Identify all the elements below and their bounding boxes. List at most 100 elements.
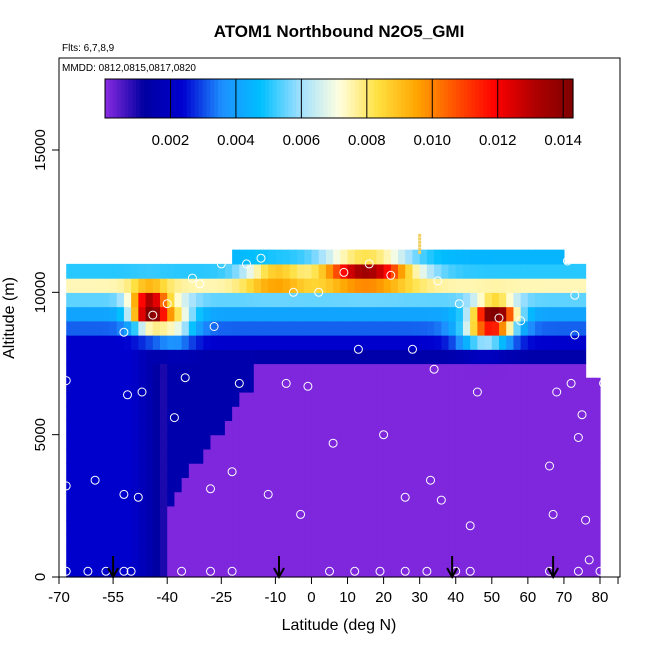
heatmap-cell bbox=[441, 534, 450, 550]
heatmap-cell bbox=[549, 491, 558, 507]
heatmap-cell bbox=[145, 377, 154, 393]
heatmap-cell bbox=[246, 463, 255, 478]
heatmap-cell bbox=[354, 434, 363, 450]
heatmap-cell bbox=[592, 391, 601, 407]
heatmap-cell bbox=[499, 520, 507, 535]
heatmap-cell bbox=[282, 278, 291, 293]
heatmap-cell bbox=[246, 448, 255, 464]
sample-point bbox=[256, 253, 266, 263]
heatmap-cell bbox=[275, 463, 284, 478]
heatmap-cell bbox=[260, 363, 269, 379]
heatmap-cell bbox=[592, 377, 601, 393]
heatmap-cell bbox=[426, 306, 435, 322]
sample-point bbox=[137, 387, 147, 397]
heatmap-cell bbox=[66, 548, 75, 564]
heatmap-cell bbox=[174, 335, 183, 350]
heatmap-cell bbox=[167, 391, 176, 407]
heatmap-cell bbox=[470, 349, 478, 365]
heatmap-cell bbox=[441, 391, 450, 407]
heatmap-cell bbox=[138, 320, 147, 336]
heatmap-cell bbox=[304, 335, 313, 350]
heatmap-cell bbox=[506, 477, 515, 493]
heatmap-cell bbox=[585, 391, 594, 407]
heatmap-cell bbox=[347, 434, 356, 450]
heatmap-cell bbox=[123, 420, 132, 436]
heatmap-cell bbox=[376, 249, 385, 265]
heatmap-cell bbox=[80, 377, 89, 393]
heatmap-cell bbox=[80, 463, 89, 478]
heatmap-cell bbox=[398, 420, 406, 436]
heatmap-cell bbox=[527, 434, 536, 450]
heatmap-cell bbox=[592, 434, 601, 450]
heatmap-cell bbox=[448, 278, 457, 293]
heatmap-cell bbox=[188, 391, 197, 407]
heatmap-cell bbox=[571, 406, 579, 422]
heatmap-cell bbox=[131, 520, 139, 535]
heatmap-cell bbox=[203, 263, 212, 279]
heatmap-cell bbox=[398, 505, 406, 521]
heatmap-cell bbox=[95, 477, 103, 493]
heatmap-cell bbox=[527, 306, 536, 322]
heatmap-cell bbox=[174, 491, 183, 507]
heatmap-cell bbox=[224, 491, 233, 507]
heatmap-cell bbox=[325, 363, 334, 379]
heatmap-cell bbox=[563, 448, 572, 464]
heatmap-cell bbox=[196, 263, 204, 279]
heatmap-cell bbox=[311, 292, 320, 308]
heatmap-cell bbox=[159, 278, 168, 293]
heatmap-cell bbox=[203, 520, 212, 535]
heatmap-cell bbox=[390, 434, 399, 450]
heatmap-cell bbox=[152, 320, 161, 336]
colorbar-swatch bbox=[350, 79, 356, 118]
heatmap-cell bbox=[95, 306, 103, 322]
heatmap-cell bbox=[188, 263, 197, 279]
heatmap-cell bbox=[535, 534, 543, 550]
heatmap-cell bbox=[491, 534, 500, 550]
colorbar-swatch bbox=[288, 79, 293, 118]
heatmap-cell bbox=[73, 292, 82, 308]
heatmap-cell bbox=[376, 520, 385, 535]
heatmap-cell bbox=[383, 306, 392, 322]
heatmap-cell bbox=[152, 377, 161, 393]
heatmap-cell bbox=[383, 491, 392, 507]
heatmap-cell bbox=[398, 377, 406, 393]
heatmap-cell bbox=[282, 292, 291, 308]
heatmap-cell bbox=[239, 534, 248, 550]
heatmap-cell bbox=[419, 292, 428, 308]
heatmap-cell bbox=[253, 491, 262, 507]
heatmap-cell bbox=[188, 292, 197, 308]
heatmap-cell bbox=[87, 349, 96, 365]
heatmap-cell bbox=[325, 278, 334, 293]
heatmap-cell bbox=[383, 278, 392, 293]
x-tick-label: 60 bbox=[520, 589, 537, 606]
heatmap-cell bbox=[109, 548, 118, 564]
heatmap-cell bbox=[340, 548, 349, 564]
heatmap-cell bbox=[361, 349, 370, 365]
heatmap-cell bbox=[535, 463, 543, 478]
heatmap-cell bbox=[325, 505, 334, 521]
heatmap-cell bbox=[232, 306, 240, 322]
heatmap-cell bbox=[188, 335, 197, 350]
heatmap-cell bbox=[563, 335, 572, 350]
heatmap-cell bbox=[325, 349, 334, 365]
heatmap-cell bbox=[506, 505, 515, 521]
heatmap-cell bbox=[311, 335, 320, 350]
heatmap-cell bbox=[318, 391, 327, 407]
heatmap-cell bbox=[282, 249, 291, 265]
heatmap-cell bbox=[66, 263, 75, 279]
heatmap-cell bbox=[102, 505, 111, 521]
heatmap-cell bbox=[556, 463, 565, 478]
heatmap-cell bbox=[405, 463, 414, 478]
heatmap-cell bbox=[95, 391, 103, 407]
heatmap-cell bbox=[246, 335, 255, 350]
heatmap-cell bbox=[340, 420, 349, 436]
heatmap-cell bbox=[405, 505, 414, 521]
heatmap-cell bbox=[102, 391, 111, 407]
heatmap-cell bbox=[333, 463, 341, 478]
heatmap-cell bbox=[578, 420, 587, 436]
heatmap-cell bbox=[462, 548, 471, 564]
heatmap-cell bbox=[434, 278, 442, 293]
heatmap-cell bbox=[506, 363, 515, 379]
heatmap-cell bbox=[224, 349, 233, 365]
sample-point bbox=[303, 381, 313, 391]
